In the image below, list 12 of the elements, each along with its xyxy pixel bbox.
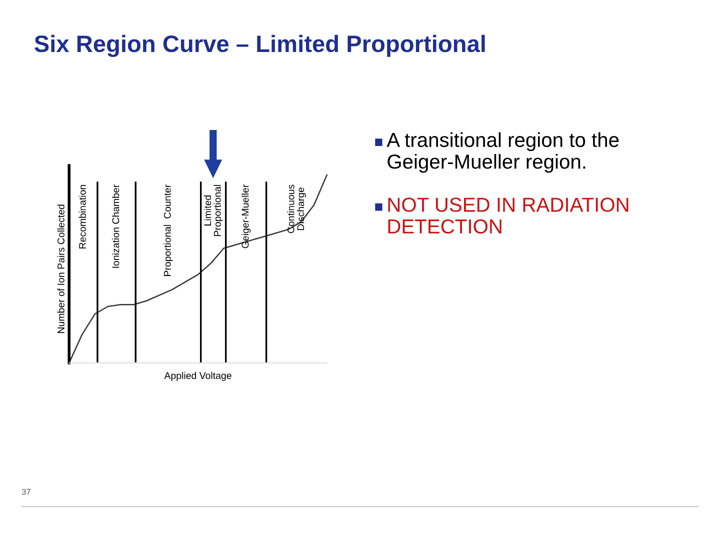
annotation: Recombination — [78, 184, 86, 248]
text: NOT USED IN RADIATION DETECTION — [388, 198, 628, 234]
annotation: Continuous Discharge — [287, 184, 306, 234]
annotation: Geiger-Mueller — [242, 184, 251, 248]
annotation: Ionization Chamber — [112, 184, 120, 268]
y-axis-title: Number of Ion Pairs Collected — [57, 204, 64, 333]
x-axis-title: Applied Voltage — [164, 372, 232, 381]
annotation: Limited Proportional — [204, 185, 223, 236]
text: 37 — [22, 488, 30, 495]
annotation: Proportional Counter — [164, 184, 173, 276]
chart-title: Six Region Curve – Limited Proportional — [34, 34, 485, 57]
text: A transitional region to the Geiger-Mueller region. — [386, 132, 619, 173]
